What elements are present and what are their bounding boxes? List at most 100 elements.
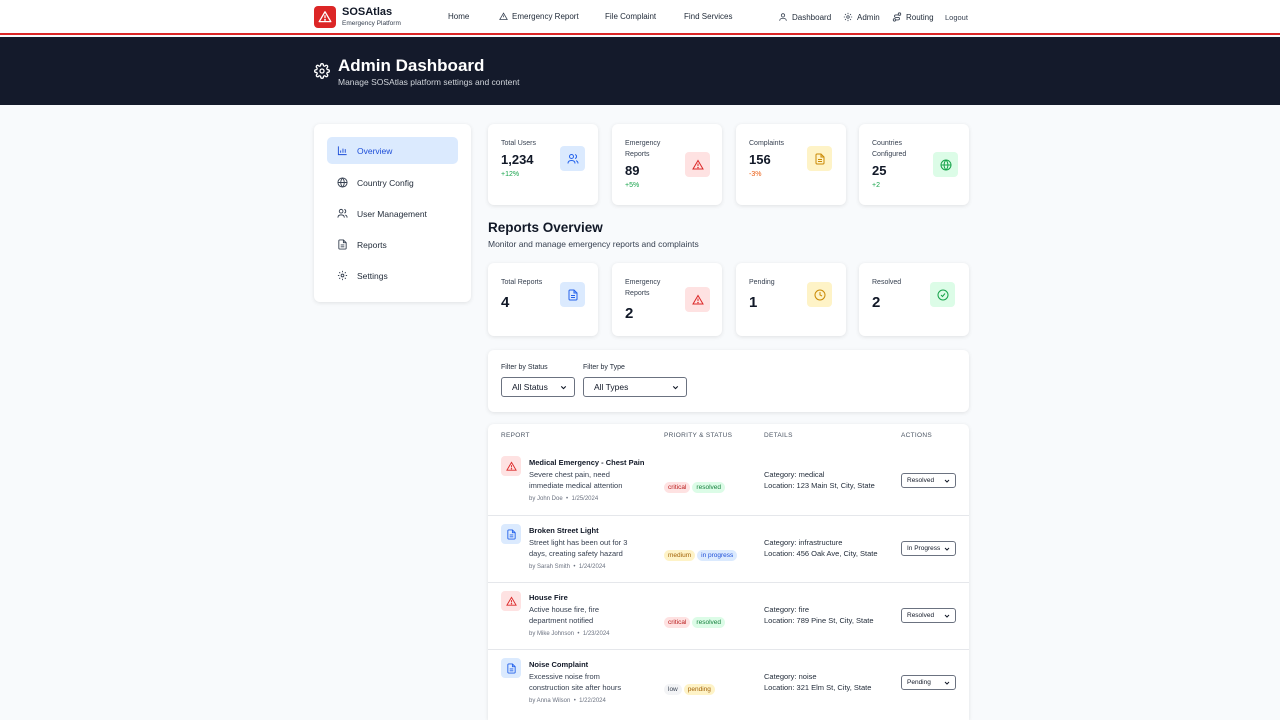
- stat-value: 2: [625, 305, 634, 322]
- filters-panel: Filter by Status All Status Filter by Ty…: [488, 350, 969, 412]
- report-meta: by Mike Johnson • 1/23/2024: [529, 631, 610, 637]
- nav-routing[interactable]: Routing: [892, 12, 934, 22]
- users-icon: [337, 208, 348, 218]
- nav-routing-label: Routing: [906, 12, 934, 22]
- report-category: Category: noise: [764, 672, 817, 681]
- globe-icon: [337, 177, 348, 188]
- status-action-value: Resolved: [907, 477, 935, 484]
- type-filter-value: All Types: [594, 382, 629, 392]
- filter-status-label: Filter by Status: [501, 364, 548, 371]
- status-filter-select[interactable]: All Status: [501, 377, 575, 397]
- status-action-value: Resolved: [907, 612, 935, 619]
- report-author: by John Doe: [529, 496, 563, 502]
- nav-emergency-report[interactable]: Emergency Report: [499, 12, 579, 21]
- report-details: Category: infrastructure Location: 456 O…: [764, 537, 878, 559]
- stat-label: Emergency Reports: [625, 279, 661, 297]
- stat-label: Resolved: [872, 279, 902, 286]
- report-category: Category: infrastructure: [764, 538, 843, 547]
- status-action-select[interactable]: Resolved: [901, 473, 956, 488]
- status-action-select[interactable]: Resolved: [901, 608, 956, 623]
- table-row: House Fire Active house fire, fire depar…: [488, 582, 969, 649]
- status-filter-value: All Status: [512, 382, 548, 392]
- stat-card-countries: Countries Configured 25 +2: [859, 124, 969, 205]
- sidebar-item-settings[interactable]: Settings: [327, 262, 458, 289]
- stat-label: Total Users: [501, 140, 537, 147]
- status-action-select[interactable]: Pending: [901, 675, 956, 690]
- report-details: Category: fire Location: 789 Pine St, Ci…: [764, 604, 874, 626]
- table-row: Broken Street Light Street light has bee…: [488, 515, 969, 582]
- status-badge: resolved: [692, 617, 725, 628]
- warning-icon: [685, 287, 710, 312]
- nav-dashboard[interactable]: Dashboard: [778, 12, 831, 22]
- stat-value: 156: [749, 152, 771, 167]
- logout-link[interactable]: Logout: [945, 13, 968, 22]
- nav-file-complaint[interactable]: File Complaint: [605, 12, 656, 21]
- stat-label: Pending: [749, 279, 775, 286]
- report-date: 1/24/2024: [578, 564, 606, 570]
- stat-card-pending: Pending 1: [736, 263, 846, 336]
- stat-card-total-reports: Total Reports 4: [488, 263, 598, 336]
- admin-sidebar: Overview Country Config User Management …: [314, 124, 471, 302]
- report-location: Location: 123 Main St, City, State: [764, 481, 875, 490]
- clock-icon: [807, 282, 832, 307]
- section-title: Reports Overview: [488, 220, 603, 235]
- sidebar-item-label: Overview: [357, 145, 393, 156]
- gear-icon: [843, 12, 853, 22]
- document-icon: [338, 239, 347, 250]
- brand[interactable]: SOSAtlas Emergency Platform: [342, 6, 401, 28]
- stat-value: 89: [625, 163, 640, 178]
- nav-admin[interactable]: Admin: [843, 12, 880, 22]
- report-description: Street light has been out for 3 days, cr…: [529, 538, 628, 558]
- sidebar-item-user-management[interactable]: User Management: [327, 200, 458, 227]
- sidebar-item-reports[interactable]: Reports: [327, 231, 458, 258]
- sidebar-item-label: User Management: [357, 208, 427, 219]
- column-header-details: DETAILS: [764, 432, 793, 439]
- sidebar-item-label: Reports: [357, 239, 387, 250]
- stat-label: Countries Configured: [872, 140, 907, 158]
- priority-status: critical resolved: [664, 476, 727, 494]
- report-meta: by Sarah Smith • 1/24/2024: [529, 564, 606, 570]
- page-subtitle: Manage SOSAtlas platform settings and co…: [338, 77, 520, 87]
- stat-change: -3%: [749, 171, 762, 178]
- chevron-down-icon: [944, 479, 950, 483]
- stat-card-total-users: Total Users 1,234 +12%: [488, 124, 598, 205]
- nav-find-services[interactable]: Find Services: [684, 12, 732, 21]
- table-row: Medical Emergency - Chest Pain Severe ch…: [488, 448, 969, 515]
- report-description: Active house fire, fire department notif…: [529, 605, 600, 625]
- priority-status: critical resolved: [664, 611, 727, 629]
- status-action-value: Pending: [907, 679, 931, 686]
- nav-find-services-label: Find Services: [684, 12, 733, 21]
- report-date: 1/23/2024: [582, 631, 610, 637]
- top-navigation: SOSAtlas Emergency Platform Home Emergen…: [0, 0, 1280, 35]
- type-filter-select[interactable]: All Types: [583, 377, 687, 397]
- report-title: House Fire: [529, 593, 568, 602]
- nav-home[interactable]: Home: [448, 12, 469, 21]
- report-details: Category: medical Location: 123 Main St,…: [764, 469, 875, 491]
- nav-file-complaint-label: File Complaint: [605, 12, 657, 21]
- sidebar-item-country-config[interactable]: Country Config: [327, 169, 458, 196]
- reports-table: [488, 424, 969, 720]
- stat-value: 4: [501, 294, 510, 311]
- routing-icon: [892, 12, 902, 22]
- user-icon: [779, 13, 787, 21]
- report-author: by Mike Johnson: [529, 631, 575, 637]
- stat-card-emergency-reports: Emergency Reports 89 +5%: [612, 124, 722, 205]
- report-title: Medical Emergency - Chest Pain: [529, 458, 645, 467]
- column-header-report: REPORT: [501, 432, 530, 439]
- users-icon: [560, 146, 585, 171]
- document-icon: [501, 658, 521, 678]
- priority-status: medium in progress: [664, 544, 739, 562]
- stat-card-emergency-count: Emergency Reports 2: [612, 263, 722, 336]
- stat-card-resolved: Resolved 2: [859, 263, 969, 336]
- report-meta: by Anna Wilson • 1/22/2024: [529, 698, 606, 704]
- brand-name: SOSAtlas: [342, 6, 393, 18]
- nav-dashboard-label: Dashboard: [792, 12, 832, 22]
- report-title: Broken Street Light: [529, 526, 599, 535]
- document-icon: [501, 524, 521, 544]
- report-category: Category: fire: [764, 605, 810, 614]
- sidebar-item-overview[interactable]: Overview: [327, 137, 458, 164]
- page-title: Admin Dashboard: [338, 56, 485, 75]
- logo-warning-icon[interactable]: [314, 6, 336, 28]
- status-action-select[interactable]: In Progress: [901, 541, 956, 556]
- stat-card-complaints: Complaints 156 -3%: [736, 124, 846, 205]
